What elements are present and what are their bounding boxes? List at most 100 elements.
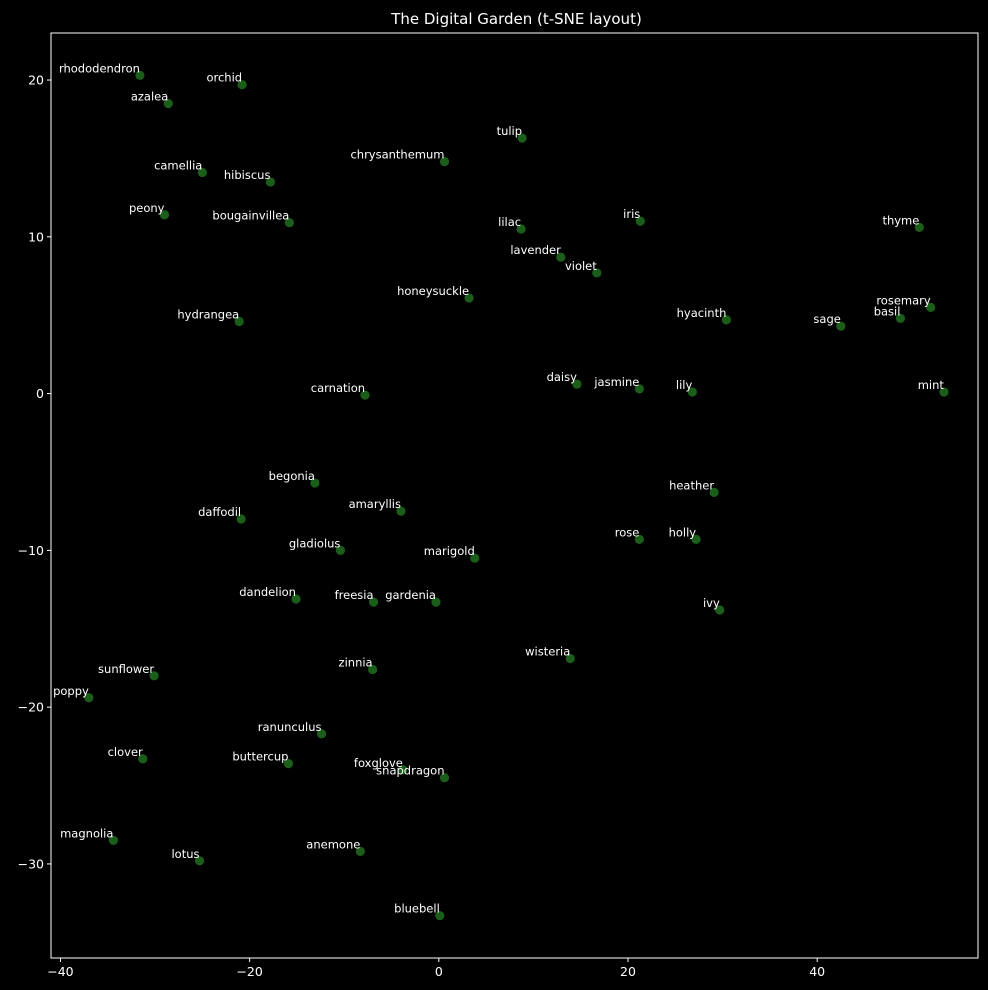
point-label: orchid: [206, 71, 242, 85]
x-tick-label: −20: [236, 964, 262, 979]
data-point: [194, 856, 205, 866]
point-label: camellia: [154, 159, 202, 173]
data-point: [291, 594, 301, 604]
point-label: wisteria: [525, 645, 570, 659]
point-label: lotus: [171, 847, 199, 861]
point-label: rhododendron: [59, 61, 140, 75]
point-label: azalea: [131, 90, 168, 104]
point-label: magnolia: [60, 826, 113, 840]
point-label: jasmine: [593, 375, 639, 389]
y-tick-label: −20: [18, 700, 44, 715]
data-point: [163, 98, 173, 109]
x-tick-label: 20: [620, 964, 636, 979]
data-point: [310, 478, 320, 488]
data-point: [939, 387, 949, 397]
data-point: [236, 514, 246, 524]
point-label: sunflower: [98, 662, 154, 676]
y-tick-label: −10: [18, 543, 44, 558]
data-point: [556, 252, 566, 262]
point-label: thyme: [882, 213, 919, 227]
point-label: carnation: [311, 381, 365, 395]
point-label: poppy: [53, 684, 89, 698]
data-point: [634, 534, 644, 545]
point-label: gladiolus: [289, 536, 341, 550]
data-point: [398, 765, 408, 775]
data-point: [516, 224, 526, 234]
point-label: hydrangea: [177, 307, 239, 321]
point-label: begonia: [269, 469, 315, 483]
point-label: mint: [918, 378, 945, 392]
x-tick-label: 40: [809, 964, 825, 979]
data-point: [368, 664, 378, 675]
x-tick-label: −40: [47, 964, 73, 979]
data-point: [836, 321, 846, 331]
point-label: chrysanthemum: [350, 148, 444, 162]
data-point: [237, 80, 247, 90]
point-label: zinnia: [339, 656, 373, 670]
data-point: [517, 133, 527, 143]
y-tick-label: 10: [28, 229, 44, 244]
data-point: [721, 315, 731, 325]
point-label: buttercup: [232, 750, 288, 764]
data-point: [435, 911, 445, 921]
point-label: snapdragon: [376, 764, 444, 778]
point-label: holly: [669, 525, 697, 539]
data-point: [135, 70, 145, 80]
data-point: [368, 597, 379, 607]
point-label: foxglove: [354, 756, 403, 770]
data-point: [691, 534, 701, 545]
data-point: [687, 387, 697, 397]
data-point: [715, 605, 725, 615]
data-point: [149, 671, 159, 681]
data-point: [265, 177, 276, 187]
point-label: clover: [108, 745, 143, 759]
point-label: gardenia: [385, 588, 436, 602]
point-label: lilac: [498, 215, 521, 229]
point-label: honeysuckle: [397, 284, 469, 298]
point-label: amaryllis: [349, 497, 401, 511]
data-point: [439, 156, 450, 167]
data-point: [895, 313, 906, 323]
point-label: tulip: [497, 124, 523, 138]
data-point: [431, 597, 441, 607]
point-label: bluebell: [394, 902, 440, 916]
data-point: [159, 210, 170, 220]
point-label: bougainvillea: [212, 209, 289, 223]
point-label: dandelion: [239, 585, 296, 599]
chart-title: The Digital Garden (t-SNE layout): [390, 10, 642, 28]
point-label: sage: [813, 312, 840, 326]
data-point: [108, 835, 119, 846]
data-point: [396, 506, 406, 516]
point-label: anemone: [306, 837, 360, 851]
y-tick-label: 0: [36, 386, 44, 401]
plot-area: rhododendron orchid azalea tulip chrysanthem…: [18, 32, 979, 979]
data-point: [284, 218, 294, 228]
point-label: lavender: [510, 243, 561, 257]
data-point: [464, 293, 474, 303]
point-label: lily: [676, 378, 693, 392]
data-point: [592, 268, 602, 278]
data-point: [234, 316, 244, 327]
point-label: daffodil: [198, 505, 241, 519]
axes-frame: [50, 32, 979, 959]
data-point: [84, 693, 94, 703]
point-label: hibiscus: [224, 168, 271, 182]
data-point: [197, 167, 207, 178]
data-point: [926, 302, 936, 312]
point-label: ranunculus: [258, 720, 322, 734]
data-point: [355, 846, 365, 856]
data-point: [439, 773, 450, 783]
point-label: freesia: [335, 588, 374, 602]
data-point: [470, 553, 480, 563]
point-label: peony: [129, 201, 165, 215]
data-point: [335, 545, 346, 555]
point-label: heather: [669, 478, 714, 492]
data-point: [914, 222, 924, 233]
y-tick-label: −30: [18, 856, 44, 871]
point-label: ivy: [703, 596, 720, 610]
point-label: rose: [615, 525, 640, 539]
point-label: violet: [565, 259, 597, 273]
data-point: [635, 216, 645, 226]
